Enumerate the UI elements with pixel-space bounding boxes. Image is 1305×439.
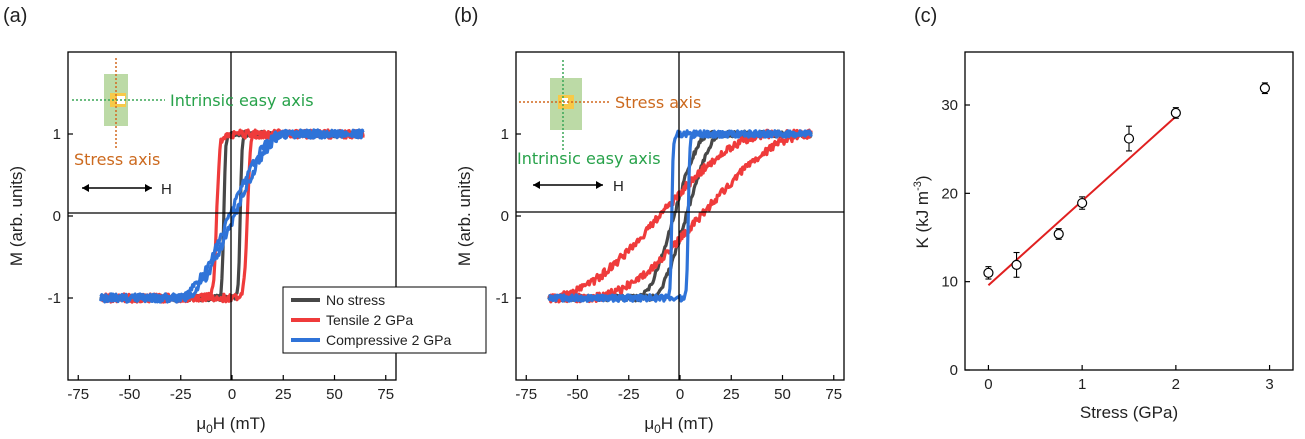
panel-b-y-tick-label: 0 — [501, 208, 509, 225]
panel-a-letter: (a) — [3, 5, 27, 27]
panel-c-letter: (c) — [914, 5, 937, 27]
panel-a-easy-axis-label: Intrinsic easy axis — [170, 91, 314, 110]
panel-c-y-tick-label: 20 — [941, 185, 958, 202]
panel-b-x-axis-label: μ0H (mT) — [644, 414, 713, 436]
panel-a-y-tick-label: 0 — [53, 208, 61, 225]
panel-c-point-2 — [1054, 229, 1063, 238]
panel-b-x-tick-label: -50 — [567, 386, 589, 403]
panel-c-point-5 — [1171, 108, 1180, 117]
panel-b-x-tick-label: -75 — [515, 386, 537, 403]
panel-a-stress-axis-label: Stress axis — [74, 150, 160, 169]
legend-label-tensile: Tensile 2 GPa — [326, 312, 413, 328]
panel-a-y-tick-label: -1 — [48, 290, 61, 307]
panel-c-x-tick-label: 1 — [1078, 376, 1086, 393]
panel-c-point-1 — [1012, 260, 1021, 269]
panel-a-y-tick-label: 1 — [53, 126, 61, 143]
panel-a-x-tick-label: 0 — [228, 386, 236, 403]
panel-c-x-axis-label: Stress (GPa) — [1080, 403, 1178, 422]
panel-b-x-tick-label: 75 — [825, 386, 842, 403]
panel-a-x-tick-label: 50 — [326, 386, 343, 403]
panel-a-y-axis-label: M (arb. units) — [7, 166, 26, 266]
panel-c-point-0 — [984, 268, 993, 277]
panel-a-x-tick-label: 75 — [377, 386, 394, 403]
panel-b: (b) -75 -50 -25 0 25 50 75 -1 0 1 μ0H (mT) M (arb… — [454, 5, 844, 436]
panel-c-x-tick-label: 3 — [1265, 376, 1273, 393]
panel-c-point-4 — [1125, 134, 1134, 143]
panel-a-inset: Intrinsic easy axis Stress axis H — [72, 58, 314, 198]
legend: No stress Tensile 2 GPa Compressive 2 GP… — [283, 287, 486, 353]
panel-c-y-tick-label: 30 — [941, 97, 958, 114]
panel-a-x-tick-label: -75 — [67, 386, 89, 403]
legend-label-compressive: Compressive 2 GPa — [326, 332, 451, 348]
panel-b-x-tick-label: -25 — [618, 386, 640, 403]
legend-label-no-stress: No stress — [326, 292, 385, 308]
panel-a-x-tick-label: -25 — [170, 386, 192, 403]
panel-b-easy-axis-label: Intrinsic easy axis — [517, 149, 661, 168]
panel-b-letter: (b) — [454, 5, 478, 27]
panel-c-point-6 — [1260, 84, 1269, 93]
panel-c-x-tick-label: 0 — [984, 376, 992, 393]
panel-c-point-3 — [1078, 199, 1087, 208]
panel-b-x-tick-label: 50 — [774, 386, 791, 403]
panel-a-field-label: H — [161, 181, 172, 198]
panel-b-field-label: H — [613, 178, 624, 195]
panel-a-x-axis-label: μ0H (mT) — [196, 414, 265, 436]
panel-a: (a) -75 -50 -25 0 25 50 75 -1 0 1 μ0H (mT) M (arb… — [3, 5, 486, 436]
panel-b-x-tick-label: 0 — [676, 386, 684, 403]
panel-c-y-axis-label: K (kJ m-3) — [912, 175, 932, 248]
panel-c-frame — [965, 52, 1293, 370]
panel-a-x-tick-label: 25 — [275, 386, 292, 403]
panel-c-y-tick-label: 10 — [941, 274, 958, 291]
panel-c-x-tick-label: 2 — [1172, 376, 1180, 393]
panel-c-y-tick-label: 0 — [950, 362, 958, 379]
panel-b-x-tick-label: 25 — [723, 386, 740, 403]
panel-b-y-tick-label: 1 — [501, 126, 509, 143]
panel-b-stress-axis-label: Stress axis — [615, 93, 701, 112]
panel-b-y-axis-label: M (arb. units) — [455, 166, 474, 266]
panel-a-x-tick-label: -50 — [119, 386, 141, 403]
panel-b-y-tick-label: -1 — [496, 290, 509, 307]
